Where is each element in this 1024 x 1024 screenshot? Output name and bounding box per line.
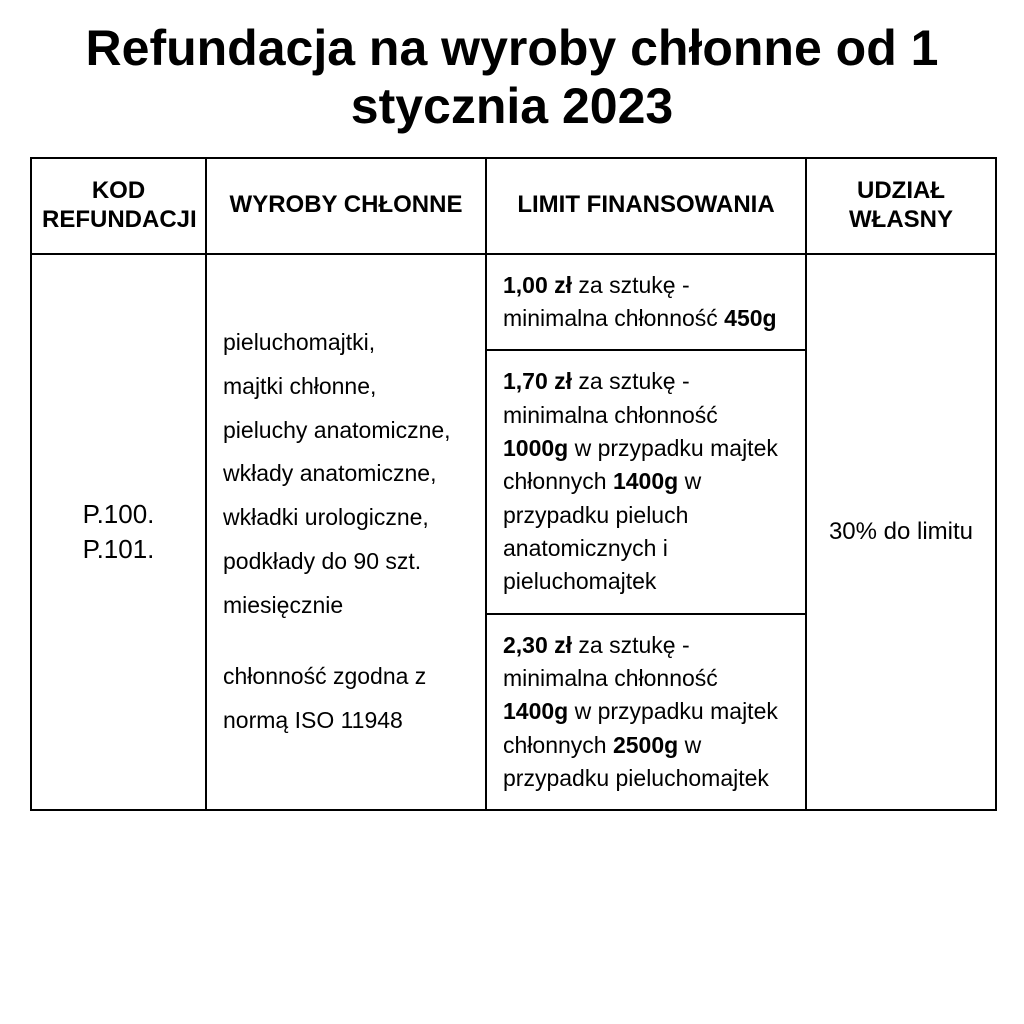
cell-code: P.100. P.101. [31, 254, 206, 811]
limit-price-1: 1,00 zł [503, 272, 572, 298]
page-title: Refundacja na wyroby chłonne od 1 styczn… [30, 20, 994, 135]
table-row: P.100. P.101. pieluchomajtki,majtki chło… [31, 254, 996, 351]
cell-limit-2: 1,70 zł za sztukę - minimalna chłonność … [486, 350, 806, 613]
code-line-2: P.101. [48, 532, 189, 567]
table-header-row: KOD REFUNDACJI WYROBY CHŁONNE LIMIT FINA… [31, 158, 996, 254]
limit-abs-3b: 2500g [613, 732, 678, 758]
limit-abs-1: 450g [724, 305, 776, 331]
products-main: pieluchomajtki,majtki chłonne,pieluchy a… [223, 321, 469, 627]
limit-price-2: 1,70 zł [503, 368, 572, 394]
header-code: KOD REFUNDACJI [31, 158, 206, 254]
limit-abs-3a: 1400g [503, 698, 568, 724]
header-share: UDZIAŁ WŁASNY [806, 158, 996, 254]
code-line-1: P.100. [48, 497, 189, 532]
cell-share: 30% do limitu [806, 254, 996, 811]
reimbursement-table: KOD REFUNDACJI WYROBY CHŁONNE LIMIT FINA… [30, 157, 997, 811]
header-prod: WYROBY CHŁONNE [206, 158, 486, 254]
products-note: chłonność zgodna z normą ISO 11948 [223, 655, 469, 742]
cell-products: pieluchomajtki,majtki chłonne,pieluchy a… [206, 254, 486, 811]
limit-price-3: 2,30 zł [503, 632, 572, 658]
limit-abs-2a: 1000g [503, 435, 568, 461]
limit-abs-2b: 1400g [613, 468, 678, 494]
cell-limit-3: 2,30 zł za sztukę - minimalna chłonność … [486, 614, 806, 811]
cell-limit-1: 1,00 zł za sztukę - minimalna chłonność … [486, 254, 806, 351]
header-limit: LIMIT FINANSOWANIA [486, 158, 806, 254]
